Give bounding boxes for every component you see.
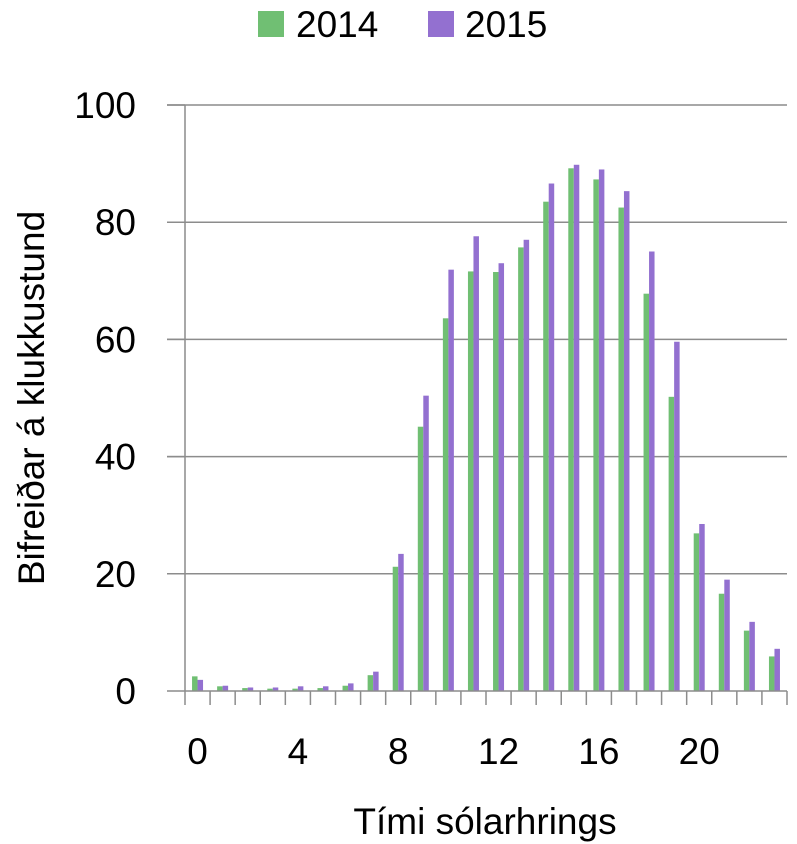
- x-tick-label: 0: [187, 731, 208, 772]
- y-tick-label: 20: [95, 554, 136, 595]
- bar-2014-0: [192, 676, 198, 691]
- bar-2014-4: [292, 688, 298, 691]
- bar-2015-2: [247, 687, 254, 691]
- bar-2015-18: [649, 251, 655, 691]
- bar-2015-1: [222, 685, 229, 691]
- bar-2014-7: [367, 675, 374, 691]
- bar-2014-11: [467, 271, 474, 691]
- bar-2014-3: [267, 688, 273, 691]
- bar-2014-16: [593, 179, 599, 691]
- x-tick-labels: 0 4 8 12 16 20: [187, 731, 720, 772]
- bar-2014-15: [568, 168, 574, 692]
- bar-2015-13: [523, 239, 530, 691]
- bar-2015-16: [598, 169, 605, 691]
- bar-2014-18: [643, 293, 650, 691]
- bar-2015-9: [423, 395, 429, 691]
- bar-2014-1: [217, 686, 223, 691]
- y-tick-label: 60: [95, 319, 136, 360]
- bar-2014-2: [242, 688, 248, 691]
- bar-2015-11: [473, 236, 479, 691]
- bar-2014-14: [543, 201, 549, 691]
- bar-2014-6: [342, 685, 349, 691]
- bar-2014-17: [618, 207, 624, 692]
- y-tick-label: 40: [95, 437, 136, 478]
- y-axis-title: Bifreiðar á klukkustund: [11, 211, 52, 585]
- x-tick-label: 20: [679, 731, 720, 772]
- legend-label-2015: 2015: [465, 4, 547, 45]
- bar-2015-8: [398, 553, 404, 691]
- x-axis-title: Tími sólarhrings: [353, 801, 616, 842]
- legend: 2014 2015: [258, 4, 547, 45]
- bar-2015-22: [749, 621, 755, 691]
- bar-2015-21: [724, 579, 730, 691]
- bar-2015-7: [373, 671, 379, 691]
- bar-2015-5: [322, 686, 329, 691]
- bar-2014-13: [518, 247, 524, 691]
- bar-2015-0: [197, 679, 204, 691]
- bar-2015-3: [272, 687, 279, 691]
- x-tick-label: 16: [578, 731, 619, 772]
- y-tick-labels: 0 20 40 60 80 100: [74, 85, 136, 712]
- bar-2014-20: [693, 533, 700, 691]
- x-tick-label: 12: [478, 731, 519, 772]
- y-tick-label: 0: [115, 671, 136, 712]
- bar-2014-9: [417, 426, 424, 691]
- x-tick-label: 8: [388, 731, 409, 772]
- legend-swatch-2014: [258, 11, 284, 37]
- bar-2014-8: [392, 566, 399, 691]
- bar-2015-17: [623, 191, 630, 691]
- bar-2015-23: [774, 648, 780, 691]
- bar-2015-6: [348, 683, 354, 691]
- bar-2015-20: [699, 523, 705, 691]
- bar-2014-19: [668, 396, 675, 691]
- x-axis: [184, 690, 788, 705]
- legend-label-2014: 2014: [296, 4, 378, 45]
- bar-2014-22: [743, 630, 750, 691]
- bar-2015-4: [297, 686, 304, 691]
- bar-2014-21: [718, 593, 725, 691]
- bar-2015-19: [674, 341, 680, 691]
- bar-2015-15: [573, 164, 580, 692]
- bar-2014-23: [768, 656, 775, 691]
- bar-2015-10: [448, 269, 454, 691]
- x-tick-label: 4: [288, 731, 309, 772]
- y-tick-label: 100: [74, 85, 136, 126]
- bar-2014-10: [442, 318, 449, 691]
- legend-swatch-2015: [428, 11, 454, 37]
- bars: [192, 164, 780, 692]
- bar-2014-12: [493, 272, 499, 691]
- bar-2014-5: [317, 688, 323, 691]
- bar-2015-12: [498, 263, 505, 691]
- bar-2015-14: [548, 183, 555, 692]
- y-tick-label: 80: [95, 202, 136, 243]
